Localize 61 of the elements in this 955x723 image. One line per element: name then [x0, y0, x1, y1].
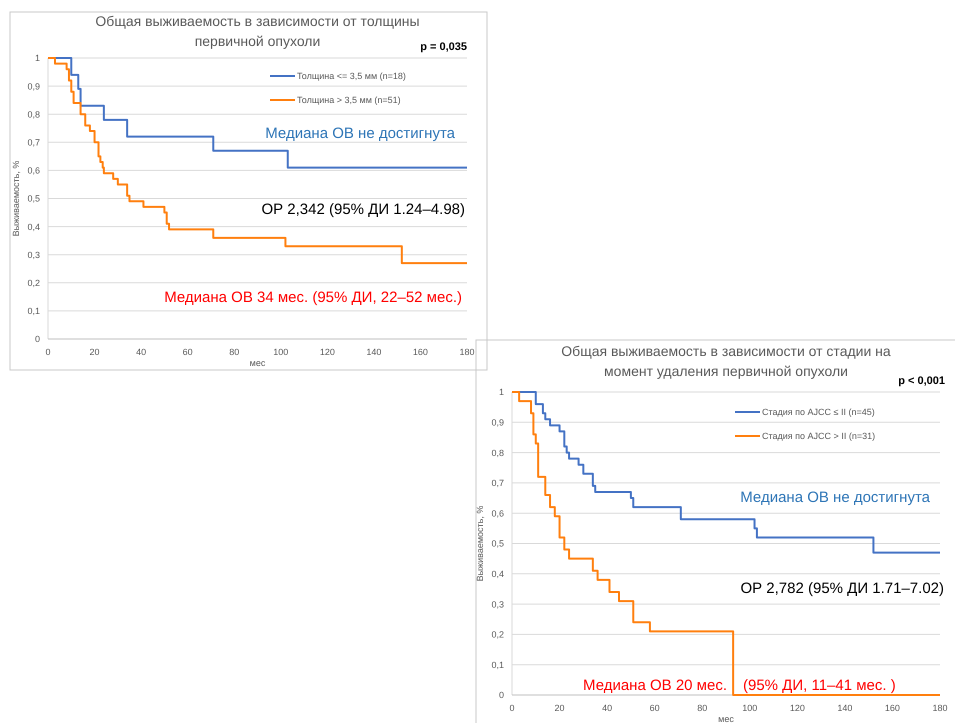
- legend-label: Стадия по AJCC > II (n=31): [762, 431, 876, 441]
- x-tick-label: 180: [459, 347, 475, 357]
- y-axis-title: Выживаемость, %: [475, 506, 485, 582]
- legend-label: Стадия по AJCC ≤ II (n=45): [762, 407, 875, 417]
- annotation: ОР 2,782 (95% ДИ 1.71–7.02): [740, 580, 944, 597]
- annotation: ОР 2,342 (95% ДИ 1.24–4.98): [261, 201, 466, 218]
- annotation: (95% ДИ, 11–41 мес. ): [743, 677, 896, 694]
- y-tick-label: 0,2: [27, 278, 40, 288]
- chart-title: Общая выживаемость в зависимости от стадии на момент удаления первичной опухоли: [561, 343, 891, 379]
- x-tick-label: 120: [790, 703, 805, 713]
- x-axis-title: мес: [250, 358, 266, 368]
- x-tick-label: 0: [45, 347, 51, 357]
- y-tick-label: 0,3: [27, 250, 40, 260]
- text: p < 0,001: [898, 375, 945, 387]
- y-tick-label: 0,4: [27, 222, 40, 232]
- x-tick-label: 60: [182, 347, 193, 357]
- x-tick-label: 180: [932, 703, 948, 713]
- y-tick-label: 0,5: [27, 194, 40, 204]
- x-tick-label: 80: [697, 703, 708, 713]
- annotation: Медиана ОВ не достигнута: [265, 125, 456, 142]
- y-tick-label: 0,8: [491, 448, 504, 458]
- legend-label: Толщина <= 3,5 мм (n=18): [297, 71, 406, 81]
- y-tick-label: 0,6: [27, 166, 40, 176]
- x-tick-label: 0: [509, 703, 515, 713]
- x-tick-label: 100: [273, 347, 288, 357]
- x-tick-label: 160: [884, 703, 900, 713]
- x-tick-label: 100: [742, 703, 758, 713]
- text: p = 0,035: [420, 41, 467, 53]
- x-tick-label: 120: [320, 347, 335, 357]
- x-tick-label: 80: [229, 347, 240, 357]
- chart-title: Общая выживаемость в зависимости от толщины первичной опухоли: [95, 13, 420, 49]
- x-tick-label: 40: [136, 347, 146, 357]
- y-tick-label: 0,2: [491, 630, 504, 640]
- x-tick-label: 40: [602, 703, 612, 713]
- y-tick-label: 0,6: [491, 508, 504, 518]
- x-tick-label: 160: [412, 347, 428, 357]
- x-tick-label: 60: [650, 703, 660, 713]
- annotation: Медиана ОВ 34 мес. (95% ДИ, 22–52 мес.): [164, 289, 462, 306]
- x-tick-label: 140: [366, 347, 382, 357]
- legend-label: Толщина > 3,5 мм (n=51): [297, 95, 401, 105]
- y-tick-label: 0,8: [27, 109, 40, 120]
- annotation: Медиана ОВ не достигнута: [740, 489, 931, 506]
- y-tick-label: 0,7: [491, 478, 504, 488]
- annotation: Медиана ОВ 20 мес.: [583, 677, 727, 694]
- y-tick-label: 0,9: [27, 81, 40, 92]
- y-tick-label: 1: [34, 53, 40, 64]
- y-tick-label: 0: [498, 690, 504, 700]
- y-axis-title: Выживаемость, %: [11, 160, 21, 236]
- y-tick-label: 0: [34, 334, 40, 344]
- y-tick-label: 0,9: [491, 417, 504, 428]
- x-tick-label: 20: [554, 703, 565, 713]
- y-tick-label: 0,5: [491, 538, 504, 549]
- x-tick-label: 140: [837, 703, 852, 713]
- x-tick-label: 20: [90, 347, 100, 357]
- y-tick-label: 0,4: [491, 568, 504, 579]
- y-tick-label: 1: [498, 387, 504, 398]
- x-axis-title: мес: [718, 714, 734, 723]
- y-tick-label: 0,1: [491, 660, 504, 670]
- y-tick-label: 0,3: [491, 599, 504, 610]
- y-tick-label: 0,1: [27, 306, 40, 316]
- y-tick-label: 0,7: [27, 137, 40, 148]
